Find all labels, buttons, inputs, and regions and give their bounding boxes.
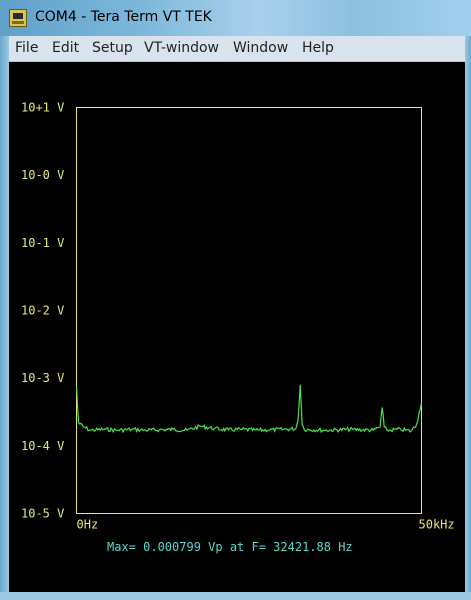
- window-frame-bottom: [0, 592, 471, 600]
- y-tick-label: 10+1 V: [21, 101, 64, 115]
- y-tick-label: 10-1 V: [21, 236, 64, 250]
- y-tick-label: 10-3 V: [21, 371, 64, 385]
- y-tick-label: 10-4 V: [21, 439, 64, 453]
- max-readout: Max= 0.000799 Vp at F= 32421.88 Hz: [107, 540, 353, 554]
- menu-window[interactable]: Window: [233, 40, 289, 56]
- y-tick-label: 10-2 V: [21, 304, 64, 318]
- y-axis-labels: 10+1 V 10-0 V 10-1 V 10-2 V 10-3 V 10-4 V 10-5…: [21, 101, 64, 521]
- window-title: COM4 - Tera Term VT TEK: [35, 9, 212, 25]
- spectrum-trace: [75, 384, 423, 434]
- y-tick-label: 10-0 V: [21, 168, 64, 182]
- menu-edit[interactable]: Edit: [52, 40, 80, 56]
- plot-frame: [76, 107, 422, 514]
- y-tick-label: 10-5 V: [21, 507, 64, 521]
- menu-setup[interactable]: Setup: [92, 40, 133, 56]
- spectrum-plot: 10+1 V 10-0 V 10-1 V 10-2 V 10-3 V 10-4 V 10-5…: [21, 101, 455, 555]
- x-tick-label: 50kHz: [419, 518, 455, 532]
- menu-help[interactable]: Help: [302, 40, 334, 56]
- teraterm-icon[interactable]: [9, 9, 27, 27]
- tek-terminal-screen[interactable]: 10+1 V 10-0 V 10-1 V 10-2 V 10-3 V 10-4 V 10-5…: [9, 62, 465, 592]
- menu-bar: File Edit Setup VT-window Window Help: [9, 36, 465, 62]
- menu-vt-window[interactable]: VT-window: [144, 40, 220, 56]
- menu-file[interactable]: File: [15, 40, 39, 56]
- title-bar[interactable]: COM4 - Tera Term VT TEK: [0, 0, 471, 36]
- x-tick-label: 0Hz: [77, 518, 99, 532]
- window-frame-right: [465, 36, 471, 600]
- window-frame-left: [0, 36, 9, 600]
- x-axis-labels: 0Hz 50kHz: [77, 518, 455, 532]
